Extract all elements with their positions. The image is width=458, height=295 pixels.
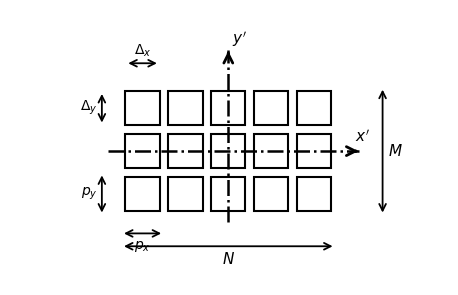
Text: $x'$: $x'$ — [355, 128, 370, 145]
Bar — [125, 177, 160, 211]
Bar — [211, 177, 245, 211]
Bar — [254, 134, 288, 168]
Text: $M$: $M$ — [388, 143, 403, 159]
Bar — [297, 134, 331, 168]
Bar — [297, 177, 331, 211]
Bar — [168, 177, 202, 211]
Bar — [211, 134, 245, 168]
Bar — [168, 134, 202, 168]
Text: $p_x$: $p_x$ — [134, 239, 151, 253]
Text: $\Delta_x$: $\Delta_x$ — [134, 43, 151, 59]
Bar — [254, 91, 288, 125]
Text: $y'$: $y'$ — [232, 30, 247, 49]
Bar — [168, 91, 202, 125]
Bar — [125, 91, 160, 125]
Bar — [125, 134, 160, 168]
Bar — [254, 177, 288, 211]
Text: $p_y$: $p_y$ — [81, 186, 98, 202]
Text: $N$: $N$ — [222, 251, 235, 267]
Text: $\Delta_y$: $\Delta_y$ — [80, 99, 98, 117]
Bar — [211, 91, 245, 125]
Bar — [297, 91, 331, 125]
